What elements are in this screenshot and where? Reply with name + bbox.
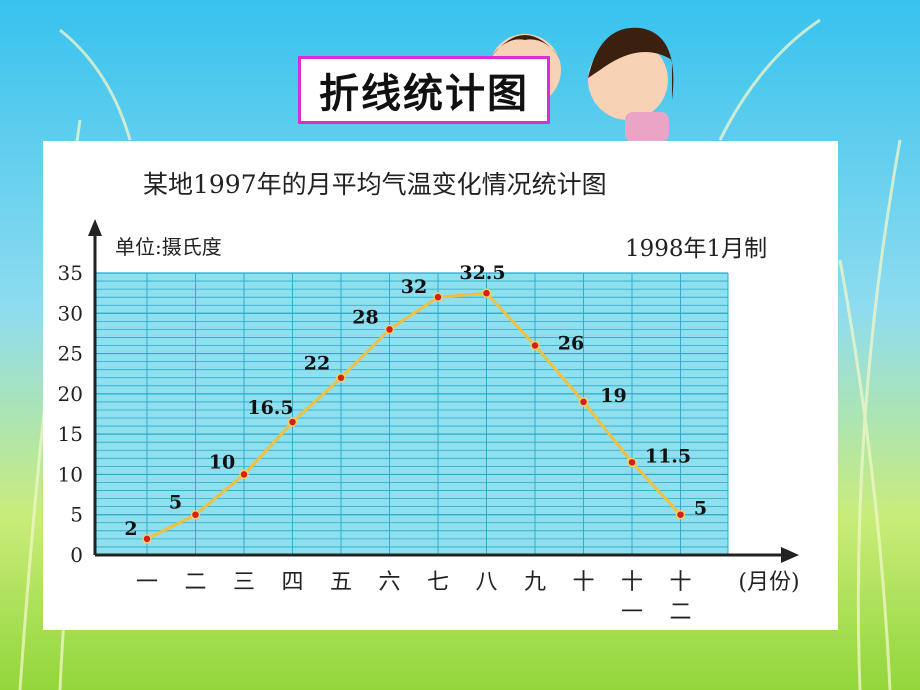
y-tick-label: 0 — [70, 543, 83, 567]
x-tick-label: 九 — [524, 570, 546, 595]
data-point — [627, 457, 637, 468]
data-point — [675, 509, 686, 520]
x-tick-label: 一 — [136, 570, 158, 595]
data-point — [481, 288, 492, 298]
slide-title-banner: 折线统计图 — [298, 56, 550, 124]
x-tick-label: 五 — [330, 570, 352, 595]
data-label: 10 — [209, 451, 235, 473]
y-tick-label: 30 — [58, 301, 83, 325]
x-tick-label: 十 — [621, 570, 643, 595]
x-tick-label: 十 — [572, 570, 594, 595]
x-tick-label: 八 — [475, 570, 497, 595]
y-tick-label: 5 — [70, 503, 83, 527]
y-axis-arrow — [88, 219, 102, 236]
y-tick-label: 25 — [58, 342, 83, 366]
y-tick-label: 20 — [58, 382, 83, 406]
y-tick-label: 10 — [58, 462, 83, 486]
data-point — [190, 509, 201, 520]
data-label: 5 — [694, 498, 707, 520]
x-axis-unit-label: (月份) — [738, 570, 799, 595]
y-tick-label: 35 — [58, 261, 83, 285]
data-label: 2 — [124, 518, 137, 540]
data-point — [142, 534, 152, 544]
data-label: 28 — [352, 306, 378, 328]
x-tick-label: 三 — [233, 570, 255, 595]
data-point — [287, 417, 298, 427]
x-tick-label: 七 — [427, 570, 449, 595]
y-axis-unit-label: 单位:摄氏度 — [115, 235, 222, 259]
line-chart: 05101520253035一二三四五六七八九十十一十二(月份)251016.5… — [58, 219, 800, 625]
data-label: 26 — [558, 333, 584, 355]
series-line — [146, 291, 682, 541]
data-label: 22 — [304, 353, 330, 375]
data-point — [384, 324, 395, 335]
x-tick-label: 六 — [378, 570, 400, 595]
data-point — [433, 292, 443, 302]
data-point — [578, 397, 589, 407]
data-label: 5 — [169, 492, 182, 514]
data-point — [336, 372, 346, 383]
y-tick-label: 15 — [58, 422, 83, 446]
x-tick-label: 二 — [184, 570, 206, 595]
x-axis-arrow — [781, 547, 799, 563]
data-label: 19 — [600, 385, 626, 407]
chart-title: 某地1997年的月平均气温变化情况统计图 — [143, 170, 607, 199]
data-label: 32.5 — [459, 262, 505, 284]
data-label: 16.5 — [247, 397, 293, 419]
data-point — [239, 469, 249, 480]
data-label: 32 — [401, 276, 427, 298]
x-tick-label: 一 — [621, 600, 643, 625]
plot-area — [95, 273, 728, 555]
x-tick-label: 十 — [669, 570, 691, 595]
chart-panel: 0 5 10 15 20 25 30 35 一二三四五六七八九十十一十二 (月份) 2 5 10 16.5… — [43, 141, 838, 630]
x-tick-label: 二 — [669, 600, 691, 625]
data-point — [530, 340, 540, 351]
data-label: 11.5 — [645, 445, 691, 467]
chart-date-note: 1998年1月制 — [625, 236, 768, 262]
x-tick-label: 四 — [281, 570, 303, 595]
